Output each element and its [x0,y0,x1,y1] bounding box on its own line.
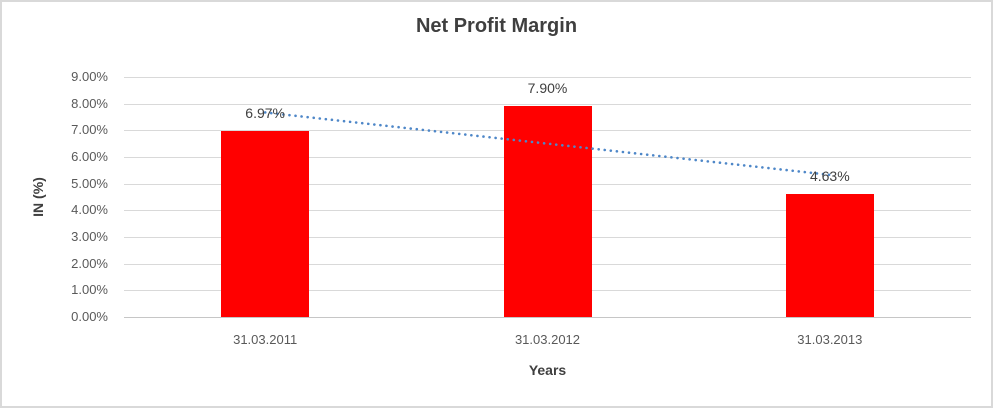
x-tick-label: 31.03.2013 [797,332,863,347]
y-tick-label: 0.00% [71,309,108,324]
y-tick-label: 5.00% [71,175,108,191]
y-tick-label: 9.00% [71,69,108,84]
gridline [124,77,971,78]
y-tick-label: 6.00% [71,149,108,164]
y-tick-label: 4.00% [71,202,108,218]
y-tick-label: 8.00% [71,95,108,111]
gridline [124,103,971,105]
x-tick-label: 31.03.2012 [514,332,581,347]
x-axis-title: Years [528,362,567,378]
bar-31.03.2011 [221,131,310,317]
y-tick-label: 7.00% [71,122,108,138]
data-label: 6.97% [245,105,285,122]
data-label: 4.63% [809,167,850,184]
y-tick-label: 2.00% [71,255,108,271]
data-label: 7.90% [527,80,568,97]
x-axis-line [124,317,971,318]
x-tick-label: 31.03.2011 [233,332,298,347]
y-tick-label: 1.00% [71,282,108,298]
y-tick-label: 3.00% [71,229,108,244]
bar-31.03.2012 [503,106,592,317]
chart-title: Net Profit Margin [415,15,578,37]
bar-31.03.2013 [785,193,874,317]
